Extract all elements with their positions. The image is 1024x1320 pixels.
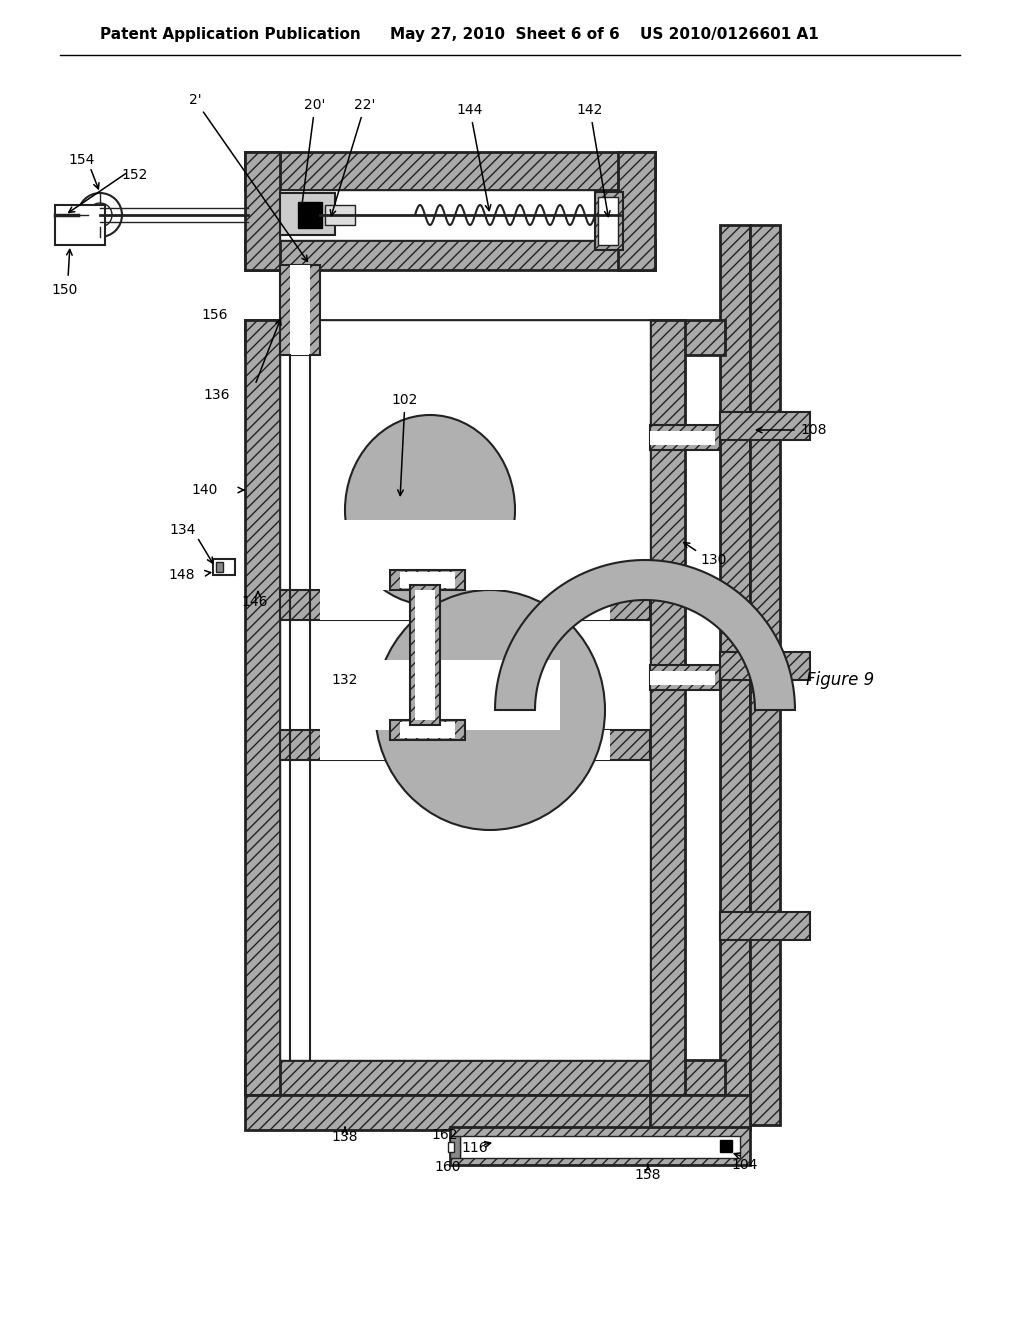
Text: 138: 138 [332, 1130, 358, 1144]
Bar [245, 152, 280, 271]
Bar [390, 719, 465, 741]
Bar [280, 319, 650, 1060]
Text: 144: 144 [457, 103, 490, 211]
Bar [290, 265, 310, 355]
Bar [450, 1127, 750, 1166]
Bar [298, 202, 322, 228]
Text: 142: 142 [577, 103, 610, 216]
Bar [213, 558, 234, 576]
Text: 152: 152 [122, 168, 148, 182]
Bar [280, 190, 618, 240]
Bar [216, 562, 223, 572]
Bar [650, 1096, 750, 1130]
Text: 158: 158 [635, 1168, 662, 1181]
Bar [280, 730, 650, 760]
Bar [280, 193, 335, 235]
Text: 116: 116 [462, 1140, 488, 1155]
Text: 20': 20' [299, 98, 326, 215]
Bar [400, 572, 455, 587]
Bar [449, 1142, 454, 1152]
Bar [325, 205, 355, 224]
Bar [650, 665, 720, 690]
Bar [245, 1060, 725, 1096]
Bar [750, 224, 780, 1125]
Bar [720, 1140, 732, 1152]
Bar [245, 1096, 725, 1130]
Text: 150: 150 [52, 282, 78, 297]
Bar [280, 265, 319, 355]
Bar [650, 425, 720, 450]
Bar [55, 205, 105, 246]
Text: 146: 146 [242, 595, 268, 609]
Bar [319, 730, 610, 760]
Bar [415, 590, 435, 719]
Bar [410, 585, 440, 725]
Circle shape [78, 193, 122, 238]
Polygon shape [495, 560, 795, 710]
Text: 102: 102 [392, 393, 418, 495]
Bar [720, 912, 810, 940]
Text: 2': 2' [188, 92, 307, 261]
Text: 104: 104 [732, 1158, 758, 1172]
Text: 134: 134 [170, 523, 197, 537]
Text: 154: 154 [69, 153, 95, 168]
Bar [460, 1137, 740, 1158]
Bar [280, 590, 650, 620]
Bar [245, 152, 655, 190]
Text: Figure 9: Figure 9 [806, 671, 874, 689]
Bar [720, 224, 750, 1125]
Bar [245, 319, 725, 355]
Bar [595, 191, 623, 249]
Bar [245, 240, 655, 271]
Ellipse shape [345, 414, 515, 605]
Text: 160: 160 [435, 1160, 461, 1173]
Text: 162: 162 [432, 1129, 459, 1142]
Bar [720, 412, 810, 440]
Text: US 2010/0126601 A1: US 2010/0126601 A1 [640, 28, 819, 42]
Text: 108: 108 [800, 422, 826, 437]
Ellipse shape [375, 590, 605, 830]
Bar [245, 319, 280, 1096]
Text: 132: 132 [332, 673, 358, 686]
Bar [650, 319, 685, 1096]
Text: 156: 156 [202, 308, 228, 322]
Bar [319, 520, 560, 590]
Bar [598, 197, 618, 246]
Bar [618, 152, 655, 271]
Text: 140: 140 [191, 483, 218, 498]
Bar [720, 652, 810, 680]
Bar [400, 722, 455, 738]
Text: 148: 148 [169, 568, 195, 582]
Bar [650, 671, 715, 685]
Text: Patent Application Publication: Patent Application Publication [100, 28, 360, 42]
Text: 130: 130 [700, 553, 726, 568]
Bar [450, 1137, 460, 1158]
Circle shape [88, 203, 112, 227]
Bar [650, 432, 715, 445]
Text: 22': 22' [331, 98, 376, 215]
Text: May 27, 2010  Sheet 6 of 6: May 27, 2010 Sheet 6 of 6 [390, 28, 620, 42]
Bar [390, 570, 465, 590]
Bar [319, 590, 610, 620]
Bar [319, 660, 560, 730]
Text: 136: 136 [204, 388, 230, 403]
